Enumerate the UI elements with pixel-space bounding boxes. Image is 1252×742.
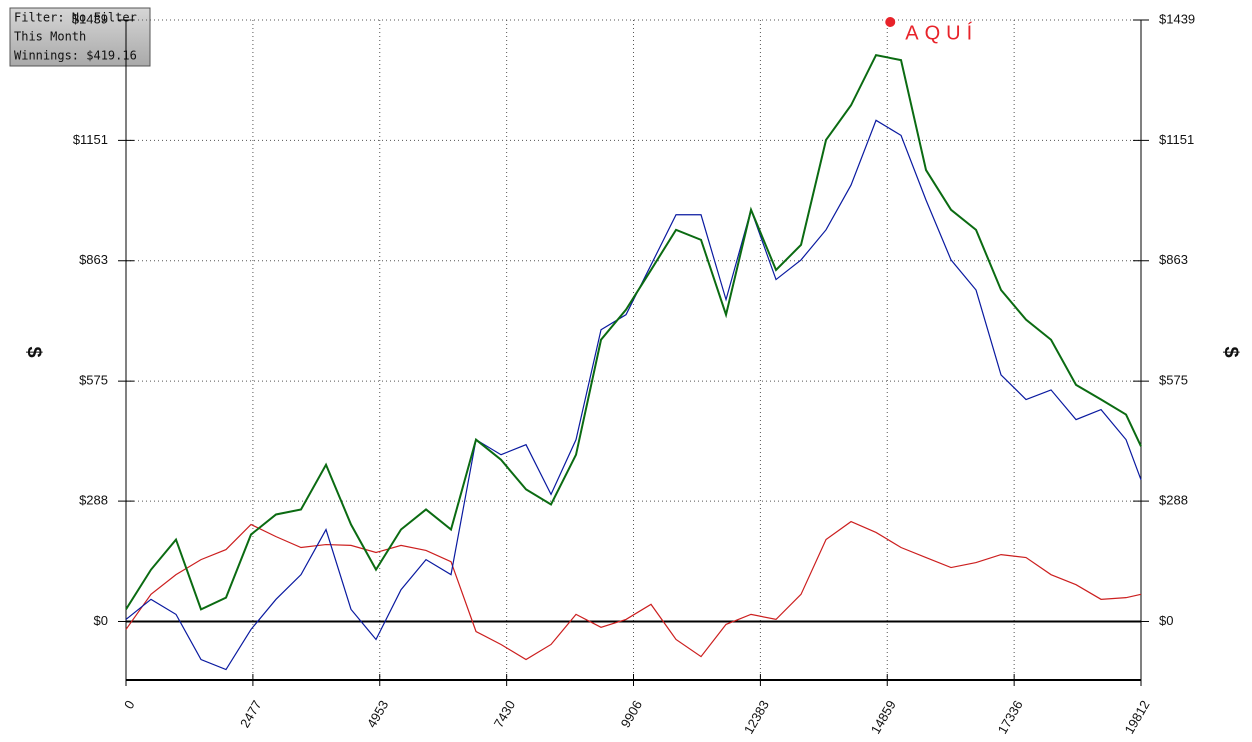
series-line [125,53,1142,611]
y-tick-label: $863 [79,252,108,267]
y-tick-label: $1151 [1159,132,1194,147]
y-tick-label: $863 [1159,252,1188,267]
info-line: Filter: No Filter [14,11,137,25]
y-tick-label: $0 [1159,613,1173,628]
x-tick-label: 2477 [237,698,264,731]
x-tick-label: 7430 [491,698,518,731]
x-tick-label: 0 [121,698,138,712]
info-box [9,7,151,67]
series-line [125,520,1142,661]
info-line: Winnings: $419.16 [14,49,137,63]
series-line [125,119,1142,671]
x-tick-label: 14859 [868,698,899,737]
annotation: AQUÍ [905,21,978,44]
x-tick-label: 12383 [741,698,772,737]
y-tick-label: $1151 [73,132,108,147]
y-tick-label: $1439 [72,11,108,26]
x-tick-label: 19812 [1122,698,1153,737]
x-tick-label: 9906 [618,698,645,731]
y-tick-label: $575 [79,373,108,388]
y-axis-label: $ [23,346,45,357]
x-tick-label: 4953 [364,698,391,731]
y-tick-label: $0 [94,613,108,628]
y-tick-label: $288 [1159,493,1188,508]
y-axis-label: $ [1220,346,1242,357]
annotation-dot [885,17,896,27]
y-tick-label: $1439 [1159,11,1195,26]
x-tick-label: 17336 [995,698,1026,737]
y-tick-label: $575 [1159,373,1188,388]
y-tick-label: $288 [79,493,108,508]
info-line: This Month [14,30,86,44]
